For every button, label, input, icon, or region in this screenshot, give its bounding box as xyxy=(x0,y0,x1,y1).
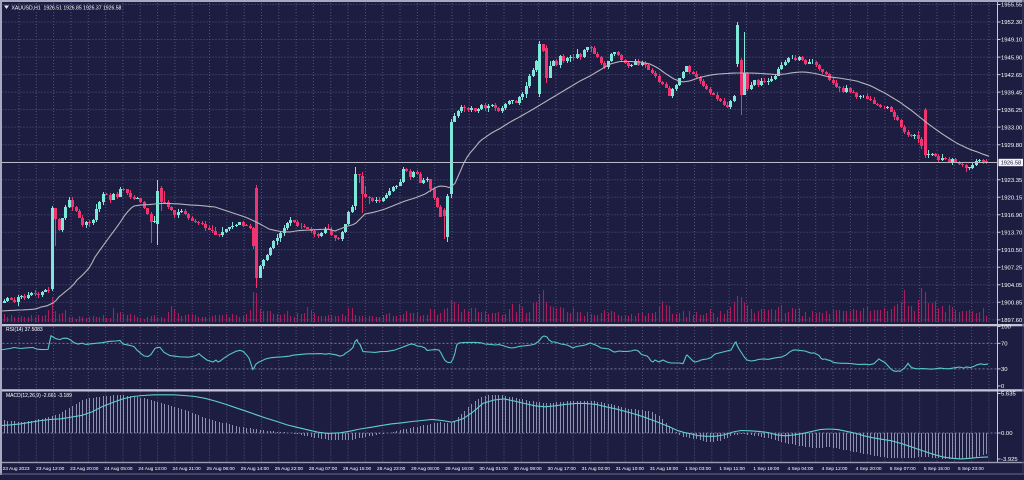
svg-text:28 Aug 07:00: 28 Aug 07:00 xyxy=(309,466,338,472)
svg-text:1929.80: 1929.80 xyxy=(1001,143,1023,149)
svg-text:30 Aug 09:00: 30 Aug 09:00 xyxy=(513,466,542,472)
svg-text:5 Sep 07:00: 5 Sep 07:00 xyxy=(890,466,916,472)
svg-text:1910.50: 1910.50 xyxy=(1001,248,1023,254)
svg-text:0: 0 xyxy=(1001,384,1005,390)
svg-text:1916.90: 1916.90 xyxy=(1001,213,1023,219)
svg-text:5 Sep 15:00: 5 Sep 15:00 xyxy=(924,466,950,472)
svg-text:1913.70: 1913.70 xyxy=(1001,231,1023,237)
svg-text:1 Sep 03:00: 1 Sep 03:00 xyxy=(685,466,711,472)
svg-text:1897.60: 1897.60 xyxy=(1001,318,1023,324)
svg-text:1904.05: 1904.05 xyxy=(1001,283,1023,289)
svg-text:29 Aug 08:00: 29 Aug 08:00 xyxy=(411,466,440,472)
svg-text:0.00: 0.00 xyxy=(1001,431,1013,437)
svg-text:25 Aug 06:00: 25 Aug 06:00 xyxy=(207,466,236,472)
svg-text:1923.35: 1923.35 xyxy=(1001,178,1023,184)
svg-text:29 Aug 16:00: 29 Aug 16:00 xyxy=(445,466,474,472)
svg-text:1920.15: 1920.15 xyxy=(1001,195,1023,201)
svg-text:1939.45: 1939.45 xyxy=(1001,90,1023,96)
svg-text:28 Aug 15:00: 28 Aug 15:00 xyxy=(343,466,372,472)
svg-text:23 Aug 12:00: 23 Aug 12:00 xyxy=(36,466,65,472)
svg-text:1936.25: 1936.25 xyxy=(1001,108,1023,114)
svg-text:5.635: 5.635 xyxy=(1001,392,1016,398)
svg-text:23 Aug 20:00: 23 Aug 20:00 xyxy=(70,466,99,472)
svg-text:31 Aug 18:00: 31 Aug 18:00 xyxy=(650,466,679,472)
svg-text:XAUUSD,H1 1926.51 1926.85 192: XAUUSD,H1 1926.51 1926.85 1926.37 1926.5… xyxy=(12,6,122,12)
svg-text:1933.00: 1933.00 xyxy=(1001,125,1023,131)
svg-text:31 Aug 10:00: 31 Aug 10:00 xyxy=(616,466,645,472)
svg-text:1907.25: 1907.25 xyxy=(1001,266,1023,272)
svg-text:MACD(12,26,9) -2.661 -3.189: MACD(12,26,9) -2.661 -3.189 xyxy=(6,393,72,399)
svg-text:100: 100 xyxy=(1001,325,1012,331)
svg-text:1955.55: 1955.55 xyxy=(1001,3,1023,9)
svg-text:24 Aug 13:00: 24 Aug 13:00 xyxy=(138,466,167,472)
svg-text:1 Sep 11:00: 1 Sep 11:00 xyxy=(719,466,745,472)
svg-text:1942.65: 1942.65 xyxy=(1001,73,1023,79)
svg-text:1926.58: 1926.58 xyxy=(1001,161,1022,167)
svg-text:30 Aug 17:00: 30 Aug 17:00 xyxy=(548,466,577,472)
svg-text:30: 30 xyxy=(1001,367,1008,373)
svg-text:RSI(14) 37.5083: RSI(14) 37.5083 xyxy=(6,327,43,333)
svg-text:4 Sep 04:00: 4 Sep 04:00 xyxy=(787,466,813,472)
svg-text:-3.925: -3.925 xyxy=(1001,457,1018,463)
svg-text:30 Aug 01:00: 30 Aug 01:00 xyxy=(479,466,508,472)
svg-text:25 Aug 22:00: 25 Aug 22:00 xyxy=(275,466,304,472)
svg-text:4 Sep 20:00: 4 Sep 20:00 xyxy=(856,466,882,472)
svg-text:70: 70 xyxy=(1001,342,1008,348)
svg-text:5 Sep 23:00: 5 Sep 23:00 xyxy=(958,466,984,472)
svg-text:1 Sep 19:00: 1 Sep 19:00 xyxy=(753,466,779,472)
svg-text:28 Aug 23:00: 28 Aug 23:00 xyxy=(377,466,406,472)
svg-text:4 Sep 12:00: 4 Sep 12:00 xyxy=(822,466,848,472)
svg-text:24 Aug 05:00: 24 Aug 05:00 xyxy=(104,466,133,472)
svg-text:23 Aug 2023: 23 Aug 2023 xyxy=(3,466,30,472)
svg-text:1945.90: 1945.90 xyxy=(1001,55,1023,61)
svg-text:24 Aug 21:00: 24 Aug 21:00 xyxy=(172,466,201,472)
svg-text:25 Aug 14:00: 25 Aug 14:00 xyxy=(241,466,270,472)
svg-text:1952.30: 1952.30 xyxy=(1001,20,1023,26)
svg-text:1900.85: 1900.85 xyxy=(1001,301,1023,307)
svg-text:1949.10: 1949.10 xyxy=(1001,38,1023,44)
svg-text:31 Aug 02:00: 31 Aug 02:00 xyxy=(582,466,611,472)
